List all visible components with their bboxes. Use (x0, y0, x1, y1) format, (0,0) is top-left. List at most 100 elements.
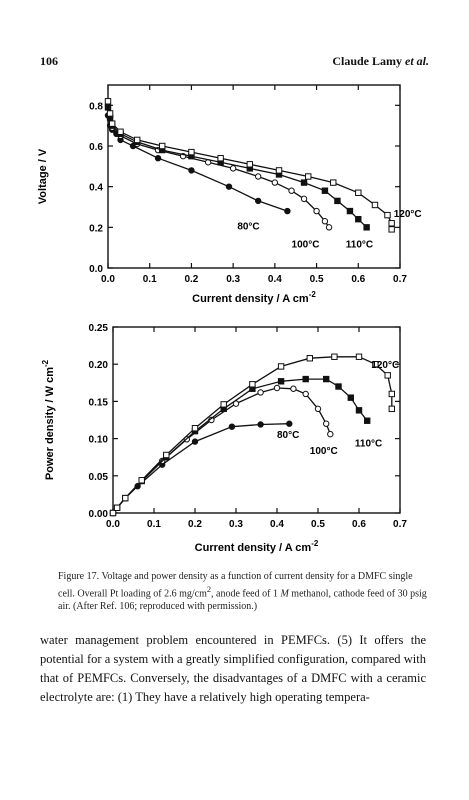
y-tick-label: 0.10 (89, 435, 109, 446)
data-point (313, 207, 320, 215)
series-annotation: 120°C (371, 360, 399, 371)
x-axis-label: Current density / A cm-2 (192, 290, 316, 305)
x-axis-label-sup: -2 (311, 539, 319, 548)
page-number: 106 (40, 54, 58, 68)
y-tick-label: 0.15 (89, 397, 109, 408)
x-tick-label: 0.7 (393, 274, 407, 285)
data-point (134, 136, 141, 144)
data-point (305, 173, 312, 180)
x-axis-label-text: Current density / A cm (192, 293, 309, 305)
data-point (159, 142, 166, 150)
x-tick-label: 0.0 (106, 519, 120, 530)
data-point (346, 207, 354, 215)
x-tick-label: 0.1 (147, 519, 161, 530)
data-point (364, 417, 371, 424)
series-annotation: 100°C (310, 446, 338, 457)
page-header: 106 Claude Lamy et al. (40, 54, 429, 70)
data-point (225, 183, 233, 190)
series-3 (104, 98, 395, 233)
x-tick-label: 0.2 (188, 519, 202, 530)
data-point (347, 394, 355, 401)
data-point (228, 423, 236, 430)
caption-text-1: Voltage and power density as a function … (58, 571, 413, 600)
y-tick-label: 0.05 (89, 472, 109, 483)
series-annotation: 120°C (394, 209, 422, 220)
y-axis-label: Power density / W cm-2 (41, 359, 56, 480)
x-tick-label: 0.4 (268, 274, 282, 285)
data-point (355, 353, 363, 360)
series-0 (104, 112, 291, 215)
data-point (277, 363, 285, 370)
data-point (325, 224, 333, 231)
data-point (277, 378, 285, 385)
y-axis-label-text: Power density / W cm (44, 367, 56, 480)
data-point (246, 161, 254, 168)
data-point (117, 128, 124, 135)
data-point (335, 383, 342, 390)
caption-molar: M (280, 588, 289, 600)
plot-frame (112, 326, 401, 514)
data-point (355, 189, 362, 196)
figure-17: 0.0 0.1 0.2 0.3 0.4 0.5 0.6 0.7 0.0 0.2 0.4 0.6 0.8 C… (37, 84, 422, 554)
x-tick-label: 0.0 (101, 274, 115, 285)
caption-label: Figure 17. (58, 571, 100, 582)
y-tick-label: 0.20 (89, 360, 109, 371)
data-point (113, 504, 121, 511)
figure-caption: Figure 17. Voltage and power density as … (58, 570, 428, 613)
data-point (314, 405, 322, 413)
y-tick-label: 0.6 (89, 142, 103, 153)
data-point (300, 195, 308, 203)
x-tick-label: 0.3 (226, 274, 240, 285)
x-tick-label: 0.1 (143, 274, 157, 285)
data-point (331, 353, 338, 360)
series-annotation: 110°C (355, 438, 382, 449)
data-point (384, 211, 391, 219)
data-point (363, 224, 370, 231)
data-point (191, 424, 199, 432)
data-point (334, 197, 341, 205)
series-2 (104, 104, 370, 231)
data-point (388, 405, 396, 413)
caption-superscript: 2 (206, 585, 212, 594)
body-text: water management problem encountered in … (40, 633, 426, 704)
x-axis-label-text: Current density / A cm (195, 542, 312, 554)
data-point (273, 384, 281, 392)
data-point (355, 407, 363, 414)
series-line (107, 115, 288, 212)
data-point (257, 421, 264, 428)
plot-frame (107, 84, 401, 269)
x-tick-label: 0.3 (229, 519, 243, 530)
data-point (229, 165, 237, 172)
x-tick-label: 0.6 (351, 274, 365, 285)
series-0 (109, 420, 293, 517)
y-tick-label: 0.2 (89, 223, 103, 234)
data-point (286, 420, 293, 427)
caption-text-3: methanol, cathode feed of 30 psig air. (… (58, 588, 427, 613)
data-point (154, 155, 162, 162)
data-point (275, 167, 283, 174)
series-line (107, 105, 330, 228)
data-point (388, 226, 395, 233)
series-annotation: 100°C (292, 240, 320, 251)
data-point (109, 509, 117, 517)
data-point (106, 110, 114, 117)
x-tick-label: 0.4 (270, 519, 284, 530)
x-tick-label: 0.2 (184, 274, 198, 285)
data-point (355, 216, 362, 223)
x-tick-label: 0.6 (352, 519, 366, 530)
body-paragraph: water management problem encountered in … (40, 631, 426, 707)
series-annotation: 110°C (346, 240, 373, 251)
data-point (302, 390, 309, 398)
data-point (284, 207, 291, 215)
data-point (257, 389, 264, 396)
y-tick-label: 0.00 (89, 509, 109, 520)
data-point (104, 98, 112, 105)
x-tick-label: 0.7 (393, 519, 407, 530)
data-point (330, 179, 337, 186)
data-point (323, 420, 330, 427)
y-axis-label-text: Voltage / V (37, 148, 49, 204)
data-point (249, 381, 256, 388)
data-point (372, 361, 379, 368)
data-point (327, 430, 334, 438)
data-point (220, 401, 227, 408)
